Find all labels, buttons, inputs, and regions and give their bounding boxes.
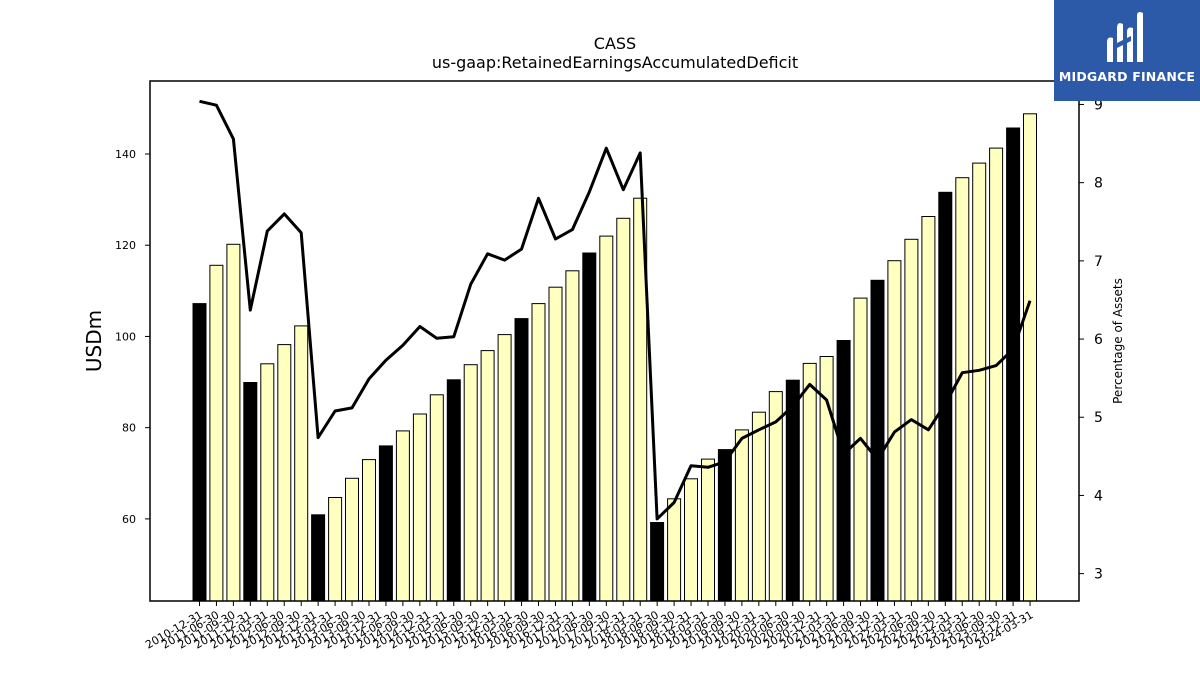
bar — [277, 344, 292, 602]
bar — [972, 162, 987, 602]
bar — [684, 478, 698, 602]
bar-series — [192, 113, 1037, 602]
y2-axis-label: Percentage of Assets — [1111, 278, 1125, 404]
y2-tick-label: 6 — [1094, 332, 1103, 348]
bar — [243, 382, 258, 602]
bar — [989, 147, 1004, 602]
y2-tick-label: 5 — [1094, 410, 1103, 426]
plot-frame — [149, 80, 1080, 602]
bar — [650, 522, 665, 602]
y-axis-label: USDm — [82, 310, 106, 372]
y-tick-label: 140 — [115, 148, 136, 161]
bar — [751, 411, 766, 602]
bar — [209, 264, 224, 602]
bar — [395, 430, 410, 602]
bar — [311, 514, 326, 602]
bar — [819, 356, 834, 602]
bar — [1006, 127, 1021, 602]
logo-text: MIDGARD FINANCE — [1058, 69, 1196, 84]
y2-tick-label: 4 — [1094, 488, 1103, 504]
bar — [294, 325, 309, 602]
bar — [853, 297, 868, 602]
bar — [378, 445, 393, 602]
bar — [226, 243, 241, 602]
bar — [836, 340, 851, 602]
line-path — [199, 99, 1032, 521]
bar — [717, 449, 732, 602]
bar — [480, 350, 495, 602]
line-series — [199, 99, 1032, 521]
y-tick-label: 60 — [122, 513, 136, 526]
bar — [701, 458, 715, 602]
bar — [582, 252, 597, 602]
y2-tick-label: 7 — [1094, 254, 1103, 270]
chart-title: CASS — [594, 34, 636, 53]
right-axis: 3 4 5 6 7 8 9 — [1079, 97, 1103, 583]
y2-tick-label: 9 — [1094, 97, 1103, 113]
left-axis: 60 80 100 120 140 — [115, 148, 150, 526]
bar — [599, 235, 614, 602]
bar — [531, 303, 546, 602]
bar — [192, 303, 207, 602]
bar — [328, 497, 343, 602]
bar — [921, 216, 936, 602]
brand-logo: MIDGARD FINANCE — [1054, 0, 1200, 101]
bar — [497, 334, 512, 602]
bar — [429, 394, 444, 602]
bar — [667, 498, 682, 602]
bar — [548, 286, 563, 602]
bar — [734, 429, 749, 602]
bar — [463, 364, 478, 602]
bar — [345, 477, 359, 602]
bar — [1023, 113, 1037, 602]
bar — [785, 379, 800, 602]
bar — [870, 279, 885, 602]
bar — [565, 270, 580, 602]
bar — [446, 379, 461, 602]
y-tick-label: 80 — [122, 422, 136, 435]
bar — [955, 177, 970, 602]
bar — [802, 362, 817, 602]
logo-mark-icon — [1107, 12, 1143, 63]
x-axis: 2010-12-312011-06-302011-09-302011-12-31… — [143, 601, 1036, 652]
bar — [616, 217, 631, 602]
bar — [260, 363, 275, 602]
bar — [514, 318, 529, 602]
y-tick-label: 120 — [115, 239, 136, 252]
y2-tick-label: 8 — [1094, 176, 1103, 192]
bar — [412, 413, 427, 602]
y2-tick-label: 3 — [1094, 567, 1103, 583]
y-tick-label: 100 — [115, 330, 136, 343]
bar — [362, 459, 376, 602]
chart-subtitle: us-gaap:RetainedEarningsAccumulatedDefic… — [432, 53, 798, 72]
